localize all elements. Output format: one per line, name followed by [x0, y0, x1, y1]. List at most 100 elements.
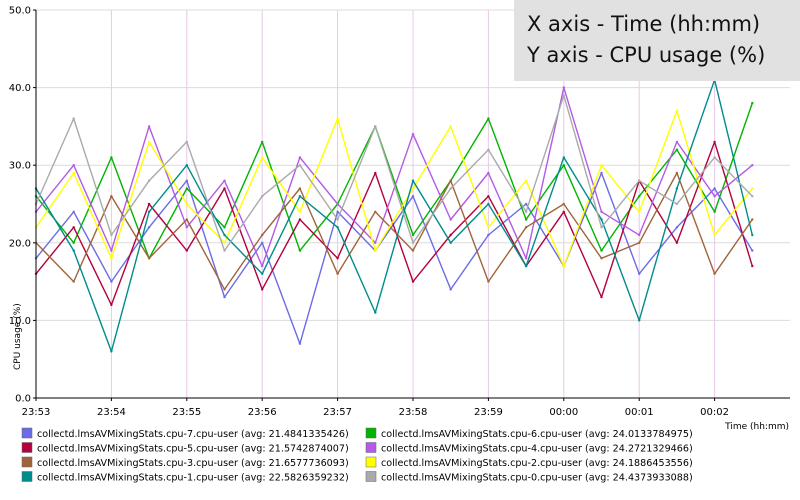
legend-swatch [21, 442, 33, 453]
data-point [223, 241, 226, 244]
data-point [110, 156, 113, 159]
data-point [562, 264, 565, 268]
data-point [261, 272, 264, 275]
data-point [147, 140, 151, 144]
data-point [675, 171, 679, 175]
data-point [298, 156, 302, 159]
data-point [72, 164, 75, 167]
data-point [374, 241, 377, 244]
data-point [336, 218, 339, 221]
data-point [223, 233, 226, 237]
data-point [675, 241, 679, 244]
series-line [35, 94, 753, 252]
y-axis-label: CPU usage (%) [13, 303, 23, 370]
data-point [562, 202, 565, 206]
data-point [374, 210, 377, 213]
x-tick-label: 23:53 [22, 407, 51, 418]
x-tick-label: 00:02 [700, 407, 729, 418]
data-point [147, 210, 151, 213]
data-point [147, 125, 151, 128]
data-point [524, 210, 528, 213]
data-point [298, 164, 302, 167]
data-point [600, 164, 603, 167]
data-point [487, 148, 490, 151]
data-point [336, 210, 339, 213]
data-point [110, 233, 113, 237]
data-point [298, 187, 302, 190]
data-point [185, 140, 188, 144]
data-point [72, 226, 75, 229]
data-point [374, 171, 377, 175]
data-point [298, 195, 302, 198]
y-tick-label: 30.0 [9, 161, 31, 172]
data-point [562, 164, 565, 167]
data-point [411, 179, 415, 182]
data-point [336, 202, 339, 206]
data-point [638, 233, 641, 237]
x-tick-label: 23:54 [97, 407, 126, 418]
data-point [751, 233, 754, 237]
data-point [713, 233, 716, 237]
legend-swatch [365, 456, 377, 468]
data-point [411, 280, 415, 283]
legend-label: collectd.lmsAVMixingStats.cpu-2.cpu-user… [381, 458, 693, 469]
data-point [261, 241, 264, 244]
data-point [487, 171, 490, 175]
data-point [675, 187, 679, 190]
data-point [374, 125, 377, 128]
legend-item: collectd.lmsAVMixingStats.cpu-1.cpu-user… [21, 471, 349, 484]
y-tick-label: 40.0 [9, 83, 31, 94]
axes-annotation: X axis - Time (hh:mm) Y axis - CPU usage… [514, 0, 800, 81]
data-point [751, 195, 754, 198]
data-point [638, 195, 641, 198]
data-point [411, 233, 415, 237]
legend-item: collectd.lmsAVMixingStats.cpu-6.cpu-user… [365, 427, 693, 440]
x-tick-label: 23:56 [248, 407, 277, 418]
data-point [449, 125, 452, 128]
annotation-box [514, 0, 800, 81]
data-point [185, 202, 188, 206]
x-tick-label: 00:01 [625, 407, 654, 418]
data-point [223, 295, 226, 299]
data-point [223, 288, 226, 291]
data-point [223, 249, 226, 252]
data-point [713, 140, 716, 144]
x-tick-label: 23:55 [172, 407, 201, 418]
data-point [600, 218, 603, 221]
data-point [713, 195, 716, 198]
data-point [110, 280, 113, 283]
data-point [411, 249, 415, 252]
data-point [72, 280, 75, 283]
data-point [261, 264, 264, 268]
data-point [72, 249, 75, 252]
legend-item: collectd.lmsAVMixingStats.cpu-3.cpu-user… [21, 456, 349, 469]
data-point [600, 295, 603, 299]
legend-swatch [365, 427, 377, 439]
axes [35, 10, 790, 399]
data-point [562, 86, 565, 89]
legend-label: collectd.lmsAVMixingStats.cpu-4.cpu-user… [381, 444, 693, 455]
data-point [751, 164, 754, 167]
data-point [524, 264, 528, 268]
data-point [751, 218, 754, 221]
data-point [223, 179, 226, 182]
data-point [110, 303, 113, 307]
x-tick-label: 23:57 [323, 407, 352, 418]
data-point [185, 179, 188, 182]
series-7 [34, 94, 754, 252]
data-point [261, 140, 264, 144]
data-point [336, 272, 339, 275]
data-point [411, 195, 415, 198]
data-point [110, 249, 113, 252]
legend-swatch [21, 456, 33, 468]
annotation-line-2: Y axis - CPU usage (%) [526, 43, 765, 67]
legend-label: collectd.lmsAVMixingStats.cpu-3.cpu-user… [37, 458, 349, 469]
annotation-line-1: X axis - Time (hh:mm) [527, 12, 760, 36]
data-point [638, 179, 641, 182]
data-point [298, 218, 302, 221]
series-line [35, 172, 753, 291]
data-point [298, 210, 302, 213]
series-0 [34, 171, 754, 345]
